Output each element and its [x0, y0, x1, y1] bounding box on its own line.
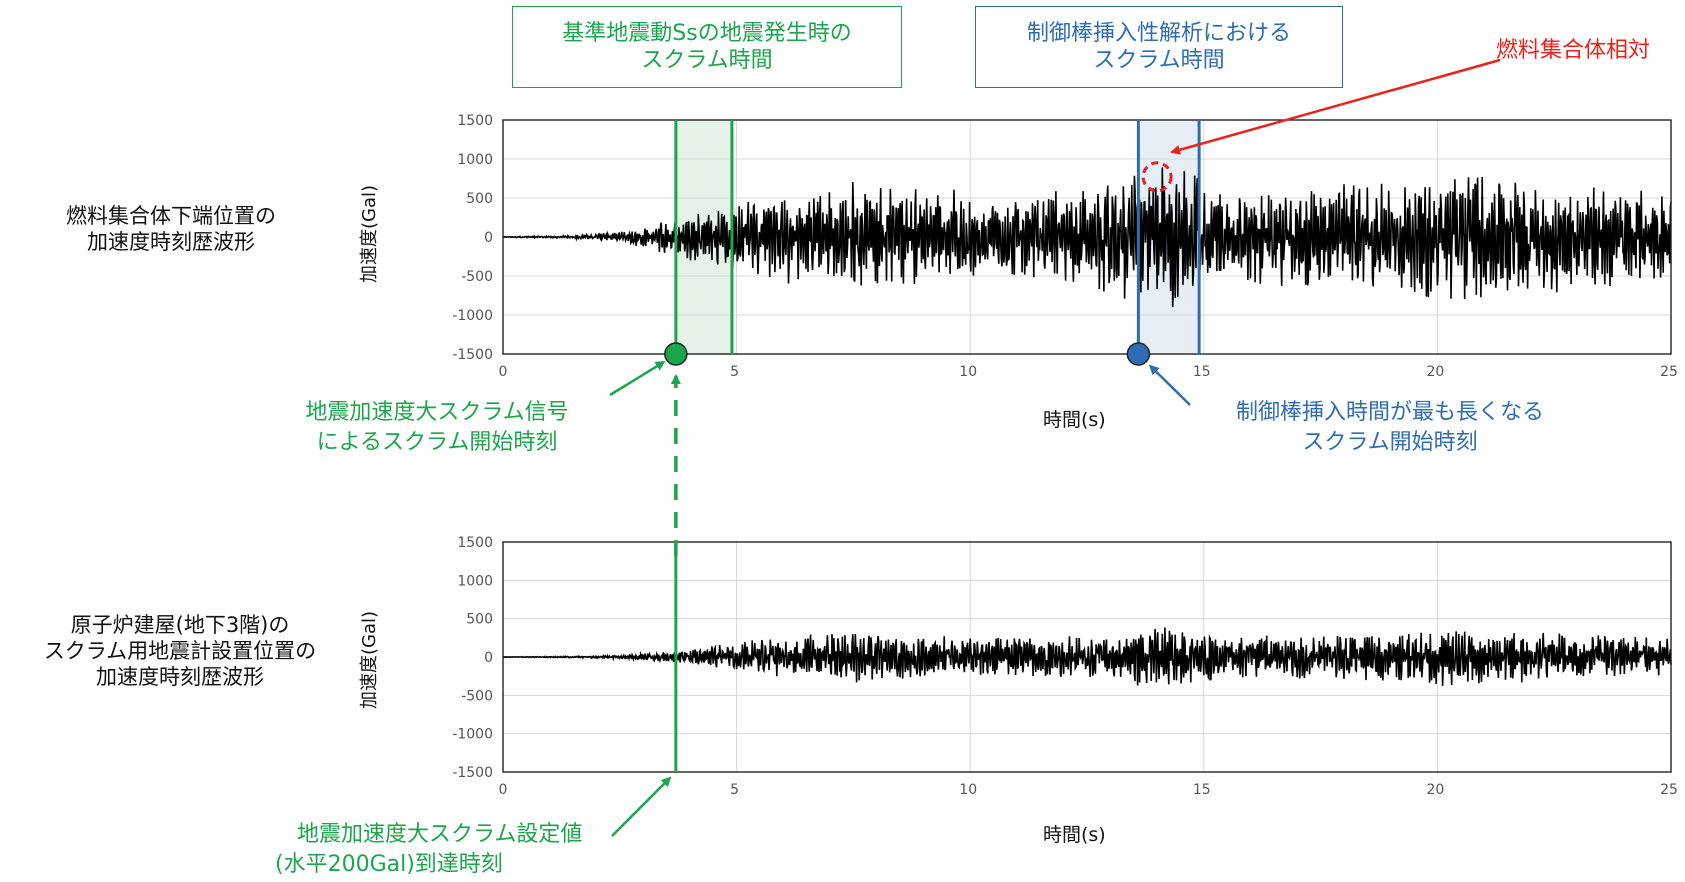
peak-highlight-circle — [1141, 161, 1173, 193]
xtick-label: 15 — [1193, 782, 1211, 798]
side-label-bottom-line-2: スクラム用地震計設置位置の — [43, 639, 317, 663]
green-start-marker — [664, 342, 688, 366]
annotation-green-top-line-2: によるスクラム開始時刻 — [316, 430, 558, 455]
annotation-green-top-line-1: 地震加速度大スクラム信号 — [305, 400, 569, 425]
xtick-label: 15 — [1193, 364, 1211, 380]
ytick-label: -500 — [461, 688, 493, 704]
annotation-green-bottom: 地震加速度大スクラム設定値 (水平200Gal)到達時刻 — [275, 820, 705, 880]
ytick-label: -1000 — [452, 727, 493, 743]
green-box-line-2: スクラム時間 — [641, 48, 773, 73]
ytick-label: 1000 — [457, 573, 493, 589]
red-pointer-arrow — [1170, 58, 1501, 155]
xtick-label: 10 — [959, 364, 977, 380]
ytick-label: 0 — [484, 230, 493, 246]
xtick-label: 5 — [730, 782, 739, 798]
ytick-label: 500 — [466, 191, 493, 207]
waveform-series — [502, 627, 1672, 686]
ytick-label: -1500 — [452, 347, 493, 363]
annotation-blue-top-line-1: 制御棒挿入時間が最も長くなる — [1235, 400, 1544, 425]
plot-border — [502, 119, 1672, 355]
ytick-label: -1500 — [452, 765, 493, 781]
ytick-label: 1000 — [457, 152, 493, 168]
side-label-bottom: 原子炉建屋(地下3階)の スクラム用地震計設置位置の 加速度時刻歴波形 — [0, 612, 360, 690]
blue-start-marker — [1126, 342, 1151, 366]
xtick-label: 0 — [499, 782, 508, 798]
ytick-label: -1000 — [452, 308, 493, 324]
annotation-green-top: 地震加速度大スクラム信号 によるスクラム開始時刻 — [262, 398, 612, 458]
ytick-label: 1500 — [457, 113, 493, 129]
green-box-line-1: 基準地震動Ssの地震発生時の — [562, 21, 852, 46]
top-chart: 1500 1000 500 0 -500 -1000 -1500 0 5 10 15 20 25 — [452, 113, 1678, 380]
xtick-label: 25 — [1660, 782, 1678, 798]
green-box-label: 基準地震動Ssの地震発生時の スクラム時間 — [512, 6, 902, 88]
annotation-blue-top: 制御棒挿入時間が最も長くなる スクラム開始時刻 — [1180, 398, 1600, 458]
xtick-label: 25 — [1660, 364, 1678, 380]
side-label-top: 燃料集合体下端位置の 加速度時刻歴波形 — [0, 203, 342, 255]
side-label-top-line-2: 加速度時刻歴波形 — [87, 230, 255, 254]
annotation-overlay — [609, 58, 1501, 837]
xtick-label: 0 — [499, 364, 508, 380]
red-label: 燃料集合体相対 — [1496, 38, 1651, 63]
ytick-label: 500 — [466, 612, 493, 628]
top-xlabel: 時間(s) — [1043, 409, 1106, 431]
blue-box-line-1: 制御棒挿入性解析における — [1026, 21, 1291, 46]
ytick-label: -500 — [461, 269, 493, 285]
xtick-label: 5 — [730, 364, 739, 380]
blue-box-label: 制御棒挿入性解析における スクラム時間 — [975, 6, 1343, 88]
waveform-series — [502, 167, 1672, 307]
side-label-bottom-line-1: 原子炉建屋(地下3階)の — [70, 613, 290, 637]
green-start-arrow — [609, 360, 666, 397]
xtick-label: 10 — [959, 782, 977, 798]
side-label-bottom-line-3: 加速度時刻歴波形 — [96, 665, 264, 689]
annotation-green-bottom-line-1: 地震加速度大スクラム設定値 — [297, 822, 583, 847]
ytick-label: 1500 — [457, 535, 493, 551]
green-bottom-arrow — [611, 776, 672, 837]
bottom-xlabel: 時間(s) — [1043, 824, 1106, 846]
blue-start-arrow — [1148, 364, 1191, 406]
annotation-green-bottom-line-2: (水平200Gal)到達時刻 — [275, 852, 503, 877]
ytick-label: 0 — [484, 650, 493, 666]
bottom-chart: 1500 1000 500 0 -500 -1000 -1500 0 5 10 15 20 25 — [452, 535, 1678, 798]
xtick-label: 20 — [1426, 782, 1444, 798]
annotation-blue-top-line-2: スクラム開始時刻 — [1302, 430, 1478, 455]
blue-box-line-2: スクラム時間 — [1093, 48, 1225, 73]
side-label-top-line-1: 燃料集合体下端位置の — [66, 204, 276, 228]
xtick-label: 20 — [1426, 364, 1444, 380]
plot-border — [502, 541, 1672, 773]
